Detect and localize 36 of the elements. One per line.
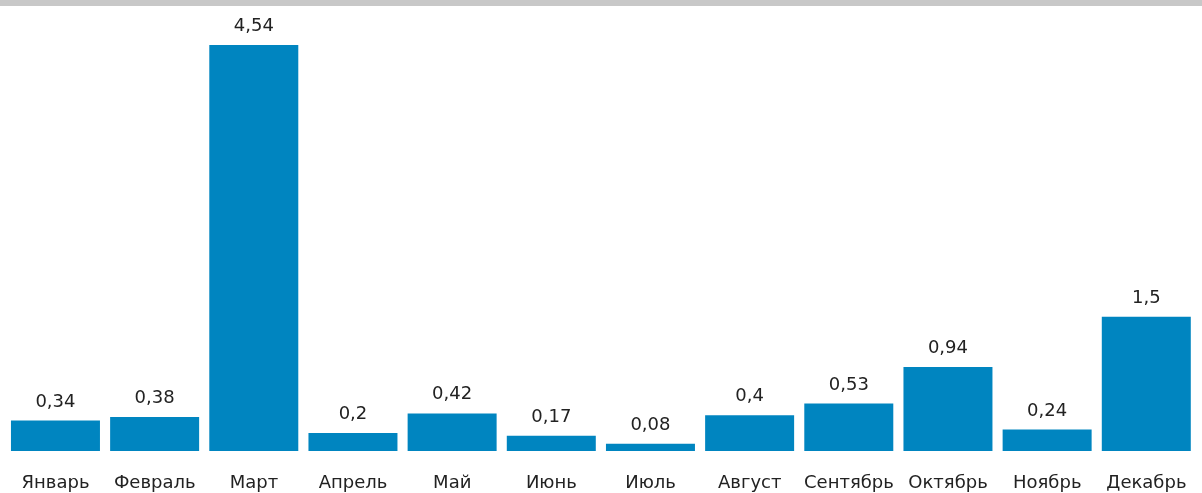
- data-label: 0,42: [432, 382, 473, 404]
- bar: [506, 435, 596, 451]
- data-label: 0,08: [630, 412, 671, 434]
- x-tick-label: Июль: [625, 470, 676, 492]
- x-tick-label: Октябрь: [908, 470, 988, 492]
- bar: [308, 433, 398, 451]
- x-tick-label: Сентябрь: [803, 470, 894, 492]
- data-label: 0,94: [927, 335, 968, 357]
- bar: [209, 45, 299, 451]
- data-label: 0,38: [134, 386, 175, 408]
- bar: [804, 403, 894, 451]
- x-tick-label: Ноябрь: [1012, 470, 1082, 492]
- x-tick-label: Апрель: [318, 470, 388, 492]
- bar: [705, 415, 795, 451]
- bar: [110, 417, 200, 451]
- x-tick-label: Август: [718, 470, 782, 492]
- x-tick-label: Июнь: [525, 470, 577, 492]
- data-label: 0,4: [735, 384, 764, 406]
- bar: [605, 443, 695, 451]
- data-label: 0,24: [1027, 398, 1068, 420]
- bar: [407, 413, 497, 451]
- data-label: 1,5: [1131, 285, 1161, 307]
- bar: [1002, 429, 1092, 451]
- data-label: 0,34: [35, 389, 76, 411]
- x-tick-label: Декабрь: [1106, 470, 1187, 492]
- bar: [1101, 316, 1191, 451]
- x-tick-label: Март: [229, 470, 279, 492]
- x-tick-label: Февраль: [113, 470, 196, 492]
- data-label: 0,2: [338, 402, 368, 424]
- data-label: 4,54: [233, 14, 274, 35]
- bar: [10, 420, 100, 451]
- data-label: 0,17: [531, 404, 572, 426]
- x-tick-label: Январь: [21, 470, 90, 492]
- bar: [903, 366, 993, 451]
- data-label: 0,53: [828, 372, 869, 394]
- x-tick-label: Май: [433, 470, 472, 492]
